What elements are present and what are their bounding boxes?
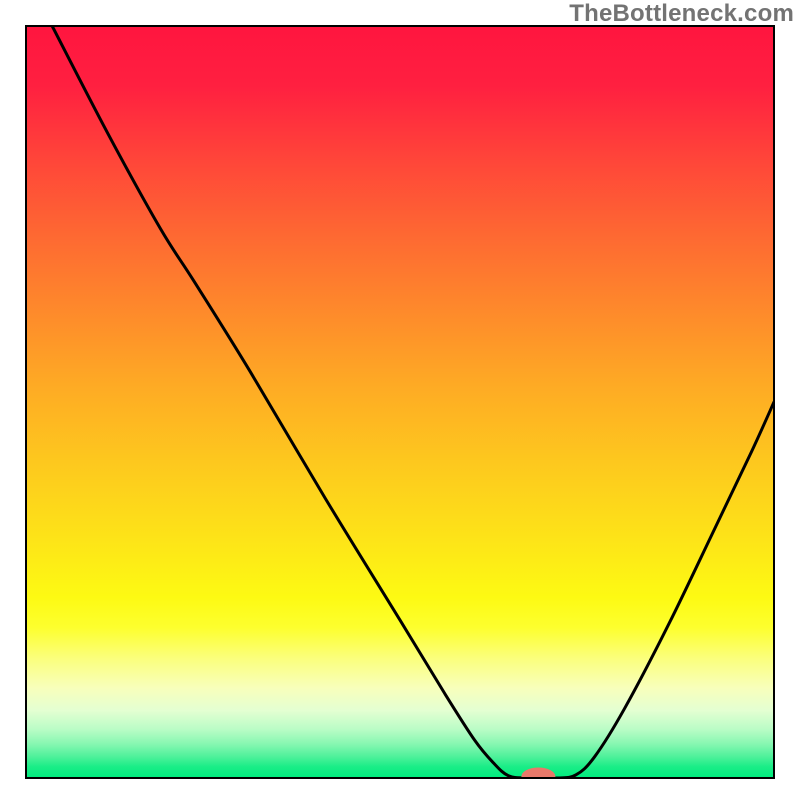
bottleneck-chart (0, 0, 800, 800)
optimum-marker (521, 767, 555, 785)
chart-container: TheBottleneck.com (0, 0, 800, 800)
watermark-text: TheBottleneck.com (569, 0, 794, 28)
plot-background (26, 26, 774, 778)
